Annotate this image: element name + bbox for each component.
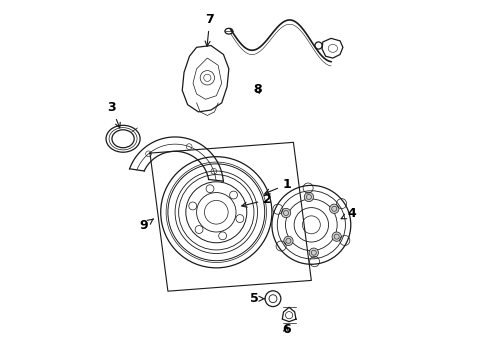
Circle shape bbox=[281, 208, 291, 218]
Circle shape bbox=[309, 248, 318, 257]
Text: 3: 3 bbox=[107, 101, 120, 128]
Text: 9: 9 bbox=[140, 219, 153, 233]
Text: 6: 6 bbox=[282, 323, 291, 336]
Text: 7: 7 bbox=[205, 13, 214, 46]
Circle shape bbox=[330, 204, 339, 213]
Circle shape bbox=[304, 192, 314, 202]
Text: 2: 2 bbox=[242, 193, 272, 207]
Circle shape bbox=[332, 232, 342, 241]
Text: 5: 5 bbox=[250, 292, 265, 305]
Text: 4: 4 bbox=[341, 207, 356, 220]
Text: 1: 1 bbox=[265, 178, 292, 194]
Circle shape bbox=[284, 236, 293, 246]
Text: 8: 8 bbox=[253, 83, 262, 96]
